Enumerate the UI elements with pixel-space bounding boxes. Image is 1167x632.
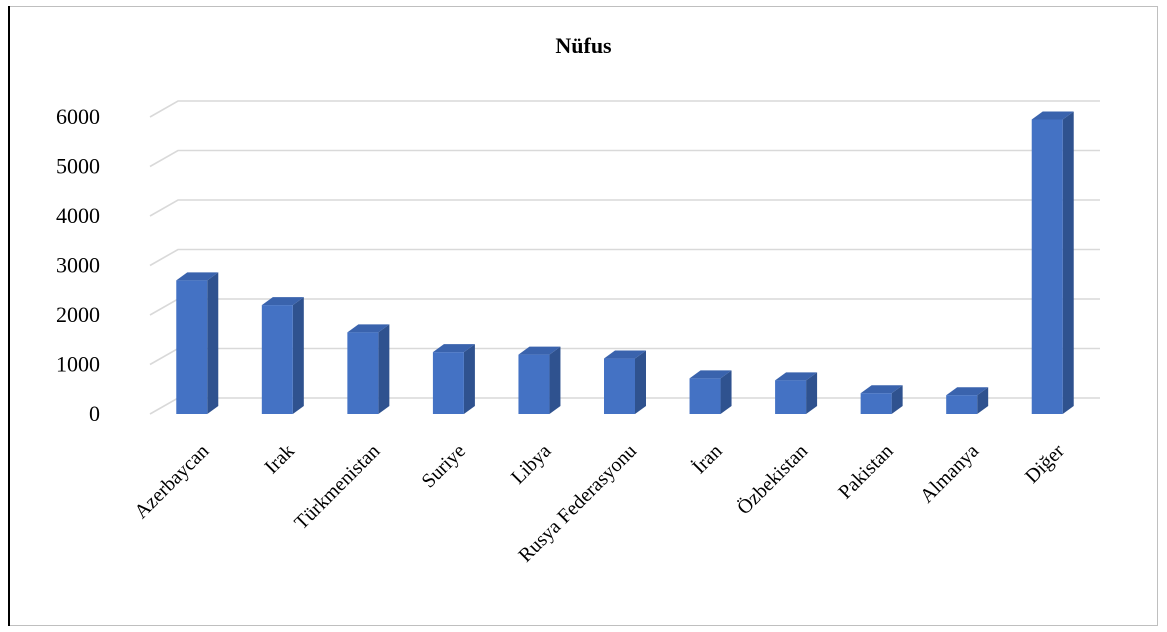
y-tick-label: 4000 xyxy=(56,203,100,228)
bar xyxy=(604,351,646,414)
bar-front xyxy=(176,280,207,414)
y-tick-label: 5000 xyxy=(56,154,100,179)
bar-front xyxy=(1032,119,1063,414)
y-tick-label: 0 xyxy=(89,401,100,426)
y-tick-label: 1000 xyxy=(56,352,100,377)
bar xyxy=(861,385,903,414)
bar xyxy=(775,372,817,414)
x-tick-label: Türkmenistan xyxy=(290,440,384,534)
bar-front xyxy=(946,395,977,414)
x-tick-label: Özbekistan xyxy=(732,439,812,519)
gridline xyxy=(150,151,1100,167)
bar xyxy=(176,272,218,414)
y-tick-label: 6000 xyxy=(56,104,100,129)
x-tick-label: Irak xyxy=(261,440,299,478)
bars xyxy=(176,111,1073,414)
bar-front xyxy=(861,393,892,414)
x-tick-label: Azerbaycan xyxy=(130,440,213,523)
bar xyxy=(262,297,304,414)
bar-side xyxy=(1063,111,1074,414)
bar xyxy=(433,344,475,414)
bar-front xyxy=(262,305,293,414)
bar-front xyxy=(347,332,378,414)
y-tick-label: 3000 xyxy=(56,253,100,278)
bar-side xyxy=(378,324,389,414)
x-tick-label: Diğer xyxy=(1021,440,1069,488)
bar xyxy=(347,324,389,414)
bar xyxy=(690,370,732,414)
gridline xyxy=(150,101,1100,117)
gridline xyxy=(150,250,1100,266)
x-tick-label: Almanya xyxy=(916,440,983,507)
bar-side xyxy=(635,351,646,414)
y-tick-label: 2000 xyxy=(56,302,100,327)
bar-front xyxy=(518,355,549,414)
x-tick-label: İran xyxy=(688,439,727,478)
bar-front xyxy=(433,352,464,414)
bar-front xyxy=(775,380,806,414)
bar-side xyxy=(464,344,475,414)
x-tick-label: Libya xyxy=(507,440,556,489)
x-tick-label: Pakistan xyxy=(834,440,897,503)
x-tick-label: Suriye xyxy=(417,440,470,493)
bar xyxy=(946,387,988,414)
bar xyxy=(518,347,560,414)
gridline xyxy=(150,200,1100,216)
bar xyxy=(1032,111,1074,414)
bar-front xyxy=(604,359,635,414)
y-axis-ticks: 0 1000 2000 3000 4000 5000 6000 xyxy=(56,104,100,426)
bar-side xyxy=(293,297,304,414)
bar-side xyxy=(549,347,560,414)
bar-side xyxy=(207,272,218,414)
bar-front xyxy=(690,378,721,414)
